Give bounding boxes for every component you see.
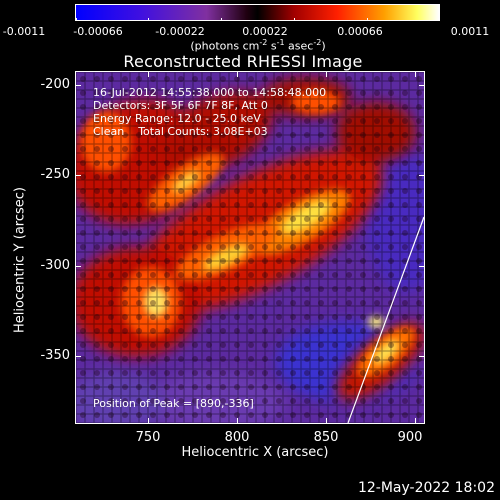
plot-title: Reconstructed RHESSI Image — [123, 52, 363, 71]
x-tick-mark — [415, 418, 416, 424]
x-tick-mark — [415, 71, 416, 77]
colorbar-tick-label: 0.0011 — [450, 25, 490, 38]
cb-tick-mark — [148, 18, 149, 21]
y-tick-mark — [75, 85, 81, 86]
x-tick-mark — [148, 71, 149, 77]
x-axis-label: Heliocentric X (arcsec) — [181, 445, 329, 460]
x-tick-label: 900 — [397, 430, 423, 445]
x-tick-mark — [326, 418, 327, 424]
x-tick-mark — [326, 71, 327, 77]
cb-tick-mark — [367, 18, 368, 21]
x-tick-mark — [237, 71, 238, 77]
colorbar-tick-label: -0.00022 — [155, 25, 205, 38]
colorbar — [75, 4, 440, 21]
colorbar-tick-label: 0.00022 — [242, 25, 288, 38]
y-tick-mark — [75, 266, 81, 267]
y-tick-mark — [75, 175, 81, 176]
y-tick-mark — [419, 266, 425, 267]
y-tick-label: -300 — [40, 258, 70, 273]
y-tick-mark — [419, 85, 425, 86]
info-time-range: 16-Jul-2012 14:55:38.000 to 14:58:48.000 — [93, 86, 327, 99]
y-tick-mark — [419, 356, 425, 357]
x-tick-label: 750 — [135, 430, 161, 445]
rhessi-image — [76, 72, 424, 423]
cb-tick-mark — [221, 18, 222, 21]
info-detectors: Detectors: 3F 5F 6F 7F 8F, Att 0 — [93, 99, 268, 112]
y-tick-label: -200 — [40, 77, 70, 92]
peak-position: Position of Peak = [890,-336] — [93, 397, 254, 410]
cb-tick-mark — [76, 18, 77, 21]
x-tick-label: 800 — [224, 430, 250, 445]
colorbar-tick-label: -0.00066 — [73, 25, 123, 38]
colorbar-unit: (photons cm-2 s-1 asec-2) — [190, 38, 326, 53]
x-tick-label: 850 — [313, 430, 339, 445]
colorbar-tick-label: -0.0011 — [2, 25, 46, 38]
cb-tick-mark — [294, 18, 295, 21]
y-tick-label: -350 — [40, 348, 70, 363]
plot-frame — [75, 71, 425, 424]
solar-limb-line — [347, 216, 424, 423]
y-tick-mark — [419, 175, 425, 176]
colorbar-tick-label: 0.00066 — [337, 25, 383, 38]
y-tick-mark — [75, 356, 81, 357]
info-energy-range: Energy Range: 12.0 - 25.0 keV — [93, 112, 261, 125]
cb-tick-mark — [439, 18, 440, 21]
x-tick-mark — [148, 418, 149, 424]
info-total-counts: Clean Total Counts: 3.08E+03 — [93, 125, 268, 138]
y-axis-label: Heliocentric Y (arcsec) — [12, 187, 28, 333]
x-tick-mark — [237, 418, 238, 424]
footer-date: 12-May-2022 18:02 — [357, 480, 495, 496]
y-tick-label: -250 — [40, 167, 70, 182]
